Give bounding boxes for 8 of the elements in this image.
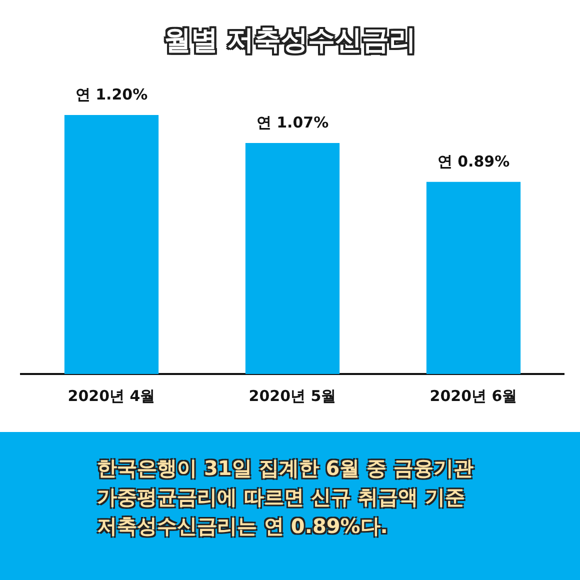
text: 한국은행이 31일 집계한 6월 중 금융기관 가중평균금리에 따르면 신규 취급액 기준 저축성수신금리는 연 0.89%다. — [97, 455, 475, 540]
x-tick-label: 2020년 5월 — [248, 386, 336, 405]
data-label: 연 1.20% — [75, 85, 148, 104]
chart-title: 월별 저축성수신금리 — [162, 24, 418, 58]
data-label: 연 0.89% — [437, 152, 510, 170]
x-tick-label: 2020년 6월 — [430, 386, 518, 405]
data-label: 연 1.07% — [256, 113, 329, 132]
x-tick-label: 2020년 4월 — [68, 386, 156, 405]
